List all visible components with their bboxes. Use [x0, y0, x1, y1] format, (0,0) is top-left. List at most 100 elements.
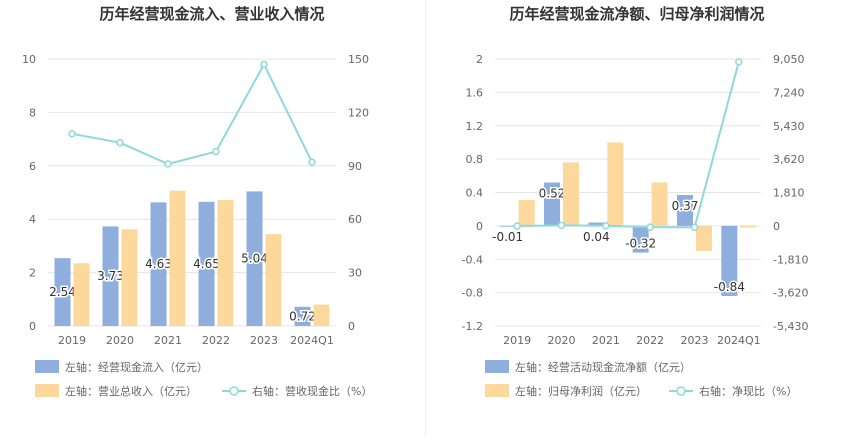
left-axis-tick-label: 8: [29, 106, 36, 119]
x-axis-tick-label: 2023: [681, 334, 709, 347]
bar-data-label: 0.04: [583, 230, 610, 244]
right-axis-tick-label: 120: [348, 106, 369, 119]
line-point: [557, 221, 566, 230]
x-axis-tick-label: 2019: [58, 334, 86, 347]
bar-series-2: [73, 263, 90, 326]
right-axis-tick-label: -1,810: [773, 253, 808, 266]
legend-label: 右轴：营收现金比（%）: [252, 384, 372, 398]
x-axis-tick-label: 2023: [250, 334, 278, 347]
bar-series-2: [518, 200, 535, 226]
bar-data-label: 4.65: [193, 257, 220, 271]
right-axis-tick-label: 7,240: [773, 86, 805, 99]
x-axis-tick-label: 2021: [154, 334, 182, 347]
left-axis-tick-label: 1.2: [466, 120, 484, 133]
right-axis-tick-label: 30: [348, 267, 362, 280]
right-axis-tick-label: 150: [348, 53, 369, 66]
bar-data-label: 2.54: [49, 285, 76, 299]
panel-divider: [425, 0, 426, 437]
left-axis-tick-label: 10: [22, 53, 36, 66]
x-axis-tick-label: 2022: [202, 334, 230, 347]
left-axis-tick-label: -0.8: [462, 287, 483, 300]
line-point: [690, 223, 699, 232]
bar-data-label: -0.84: [714, 280, 745, 294]
line-point: [602, 222, 610, 230]
x-axis-tick-label: 2020: [548, 334, 576, 347]
bar-series-2: [607, 142, 624, 226]
line-point: [164, 160, 172, 168]
legend-label: 左轴：经营活动现金流净额（亿元）: [515, 360, 691, 374]
left-axis-tick-label: 2: [29, 267, 36, 280]
legend-swatch: [485, 384, 509, 397]
right-axis-tick-label: 1,810: [773, 187, 805, 200]
right-axis-tick-label: 90: [348, 160, 362, 173]
bar-data-label: -0.01: [492, 230, 523, 244]
legend-swatch: [35, 360, 59, 373]
bar-series-2: [121, 229, 138, 326]
right-axis-tick-label: 3,620: [773, 153, 805, 166]
bar-series-2: [651, 182, 668, 226]
right-axis-tick-label: 9,050: [773, 53, 805, 66]
bar-data-label: 0.52: [539, 186, 566, 200]
left-axis-tick-label: 0.4: [466, 187, 484, 200]
bar-series-1: [150, 202, 167, 326]
bar-series-2: [169, 190, 186, 326]
line-series: [71, 62, 313, 166]
bar-data-label: 3.73: [97, 269, 124, 283]
bar-data-label: -0.32: [625, 237, 656, 251]
bar-data-label: 4.63: [145, 257, 172, 271]
right-axis-tick-label: 5,430: [773, 120, 805, 133]
bar-series-2: [217, 199, 234, 326]
bar-series-2: [265, 234, 282, 326]
left-axis-tick-label: 2: [476, 53, 483, 66]
line-series: [517, 61, 740, 229]
x-axis-tick-label: 2021: [592, 334, 620, 347]
bar-series-2: [740, 225, 757, 228]
line-point: [116, 138, 124, 147]
bar-series-1: [294, 306, 311, 326]
bar-series-1: [54, 258, 71, 326]
bar-data-label: 0.72: [289, 309, 316, 323]
legend-swatch: [35, 384, 59, 397]
bar-series-2: [313, 304, 330, 326]
chart-svg-left: 历年经营现金流入、营业收入情况 0 2 4 6 8 10 0 30 60 90 120 150 2019 2…: [22, 5, 372, 398]
bar-series-2: [696, 225, 712, 251]
legend-label: 左轴：营业总收入（亿元）: [65, 384, 197, 398]
x-axis-tick-label: 2019: [503, 334, 531, 347]
right-axis-tick-label: -3,620: [773, 287, 808, 300]
left-axis-tick-label: 0.8: [466, 153, 484, 166]
bar-series-1: [499, 225, 516, 227]
legend-swatch-marker: [229, 386, 239, 396]
right-axis-tick-label: 0: [348, 320, 355, 333]
right-axis-tick-label: 0: [773, 220, 780, 233]
line-point: [212, 147, 220, 156]
x-axis-tick-label: 2024Q1: [290, 334, 334, 347]
bar-data-label: 5.04: [241, 252, 268, 266]
line-point: [646, 223, 654, 231]
line-point: [735, 58, 743, 66]
right-axis-tick-label: 60: [348, 213, 362, 226]
bar-series-1: [102, 226, 119, 326]
bar-series-1: [721, 225, 738, 296]
left-axis-tick-label: -1.2: [462, 320, 483, 333]
right-axis-tick-label: -5,430: [773, 320, 808, 333]
bar-series-1: [632, 225, 649, 253]
x-axis-tick-label: 2020: [106, 334, 134, 347]
chart-title: 历年经营现金流净额、归母净利润情况: [509, 5, 764, 23]
left-axis-tick-label: 0: [476, 220, 483, 233]
bar-series-1: [544, 182, 560, 226]
bar-series-1: [677, 195, 693, 226]
chart-svg-right: 历年经营现金流净额、归母净利润情况 -1.2 -0.8 -0.4 0 0.4 0.8 1.2 1…: [462, 5, 809, 398]
legend-label: 左轴：归母净利润（亿元）: [515, 384, 647, 398]
bar-series-1: [198, 201, 215, 326]
left-axis-tick-label: -0.4: [462, 253, 483, 266]
bar-series-1: [246, 191, 263, 326]
x-axis-tick-label: 2022: [636, 334, 664, 347]
legend-swatch-marker: [676, 386, 686, 396]
left-axis-tick-label: 6: [29, 160, 36, 173]
left-axis-tick-label: 4: [29, 213, 36, 226]
line-point: [513, 222, 521, 230]
bar-data-label: 0.37: [672, 199, 699, 213]
line-point: [260, 60, 268, 69]
legend-label: 右轴：净现比（%）: [699, 384, 797, 398]
line-point: [308, 158, 316, 166]
